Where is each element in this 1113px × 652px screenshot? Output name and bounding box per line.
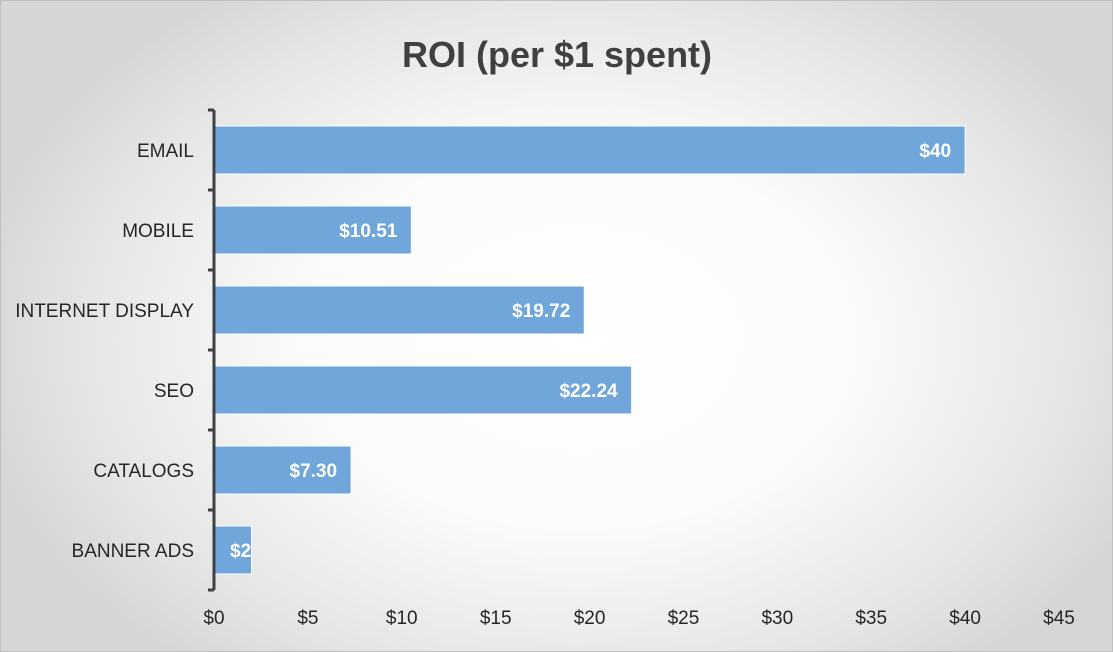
category-label-email: EMAIL: [137, 141, 194, 162]
x-tick-label: $20: [574, 608, 606, 629]
data-label-internet-display: $19.72: [512, 301, 570, 322]
category-label-banner-ads: BANNER ADS: [72, 541, 194, 562]
chart-title: ROI (per $1 spent): [402, 34, 712, 75]
x-axis-tick-labels: $0 $5 $10 $15 $20 $25 $30 $35 $40 $45: [203, 608, 1074, 629]
category-label-internet-display: INTERNET DISPLAY: [15, 301, 194, 322]
bar-mobile: [213, 205, 412, 255]
data-label-email: $40: [919, 141, 951, 162]
bars-group: $40 $10.51 $19.72 $22.24 $7.30 $2: [213, 125, 966, 575]
x-tick-label: $5: [297, 608, 318, 629]
x-tick-label: $10: [386, 608, 418, 629]
bar-internet-display: [213, 285, 585, 335]
x-tick-label: $35: [855, 608, 887, 629]
data-label-seo: $22.24: [559, 381, 618, 402]
data-label-mobile: $10.51: [339, 221, 398, 242]
bar-email: [213, 125, 966, 175]
x-tick-label: $40: [949, 608, 981, 629]
x-tick-label: $15: [480, 608, 512, 629]
x-tick-label: $25: [668, 608, 700, 629]
data-label-catalogs: $7.30: [290, 461, 338, 482]
data-label-banner-ads: $2: [230, 541, 251, 562]
bar-seo: [213, 365, 633, 415]
category-label-seo: SEO: [154, 381, 194, 402]
x-tick-label: $45: [1043, 608, 1075, 629]
x-tick-label: $30: [761, 608, 793, 629]
bar-catalogs: [213, 445, 352, 495]
category-label-mobile: MOBILE: [122, 221, 194, 242]
y-axis: [208, 108, 216, 592]
category-label-catalogs: CATALOGS: [93, 461, 194, 482]
category-labels: EMAIL MOBILE INTERNET DISPLAY SEO CATALOGS BA…: [15, 141, 194, 562]
x-tick-label: $0: [203, 608, 224, 629]
